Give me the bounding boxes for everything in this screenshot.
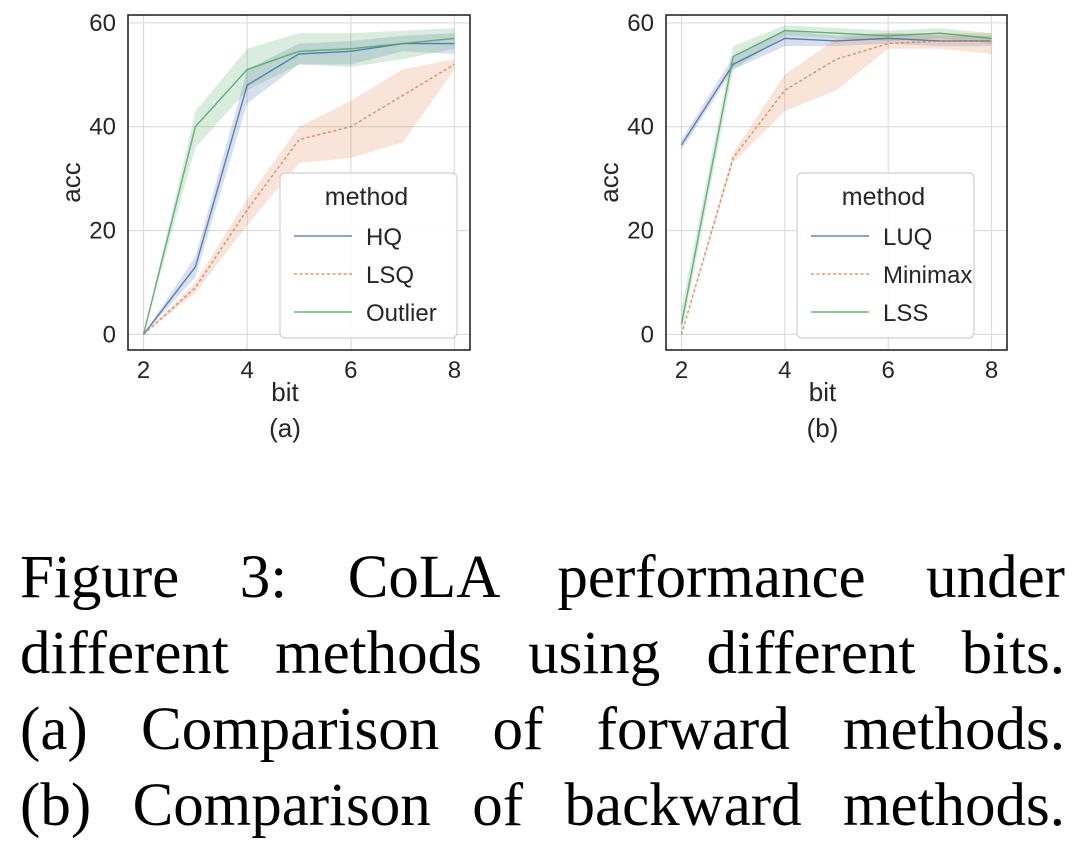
x-tick-label-4: 4 [778, 357, 791, 384]
y-tick-label-20: 20 [89, 218, 116, 245]
x-axis-label: bit [271, 377, 299, 407]
figure-caption: Figure 3: CoLA performance under differe… [20, 540, 1065, 844]
y-tick-label-0: 0 [103, 321, 116, 348]
legend-label-lsq: LSQ [366, 262, 414, 289]
legend-title: method [842, 183, 925, 211]
y-tick-label-60: 60 [627, 10, 654, 37]
y-tick-label-60: 60 [89, 10, 116, 37]
legend: method LUQ Minimax LSS [796, 172, 975, 339]
x-axis-label: bit [809, 377, 837, 407]
legend-label-luq: LUQ [883, 224, 932, 251]
x-tick-label-4: 4 [241, 357, 254, 384]
series-line-lss [680, 29, 992, 325]
confidence-band-lsq [143, 59, 455, 335]
chart-panel-b: 2 4 6 8 0 20 40 60 bit (b) acc method LUQ Minimax LSS [594, 10, 1008, 443]
plot-frame [665, 14, 1008, 351]
legend-box [279, 172, 458, 339]
y-axis-label: acc [56, 162, 86, 202]
x-tick-label-6: 6 [881, 357, 894, 384]
caption-line-2: different methods using different bits. [20, 620, 1065, 687]
y-axis-label: acc [594, 162, 624, 202]
y-tick-label-40: 40 [89, 114, 116, 141]
legend-label-outlier: Outlier [366, 300, 437, 327]
legend-label-lss: LSS [883, 300, 928, 327]
legend-label-hq: HQ [366, 224, 402, 251]
x-tick-label-8: 8 [985, 357, 998, 384]
series-line-outlier [142, 37, 455, 335]
confidence-band-luq [681, 30, 992, 151]
confidence-band-outlier [143, 27, 455, 335]
y-tick-label-20: 20 [627, 218, 654, 245]
legend-label-minimax: Minimax [883, 262, 972, 289]
legend-box [796, 172, 975, 339]
panel-label: (b) [807, 413, 839, 443]
caption-line-4: (b) Comparison of backward methods. [20, 772, 1065, 839]
series-line-lsq [143, 63, 455, 335]
y-tick-label-0: 0 [641, 321, 654, 348]
series-line-minimax [680, 40, 992, 335]
panel-label: (a) [269, 413, 301, 443]
x-tick-label-6: 6 [344, 357, 357, 384]
plot-frame [127, 14, 471, 351]
legend: method HQ LSQ Outlier [279, 172, 458, 339]
x-tick-label-2: 2 [137, 357, 150, 384]
x-tick-label-2: 2 [675, 357, 688, 384]
caption-line-1: Figure 3: CoLA performance under [20, 544, 1065, 611]
y-tick-label-40: 40 [627, 114, 654, 141]
legend-title: method [325, 183, 408, 211]
chart-panel-a: 2 4 6 8 0 20 40 60 bit (a) acc method HQ LSQ Outlier [56, 10, 471, 443]
x-tick-label-8: 8 [448, 357, 461, 384]
caption-line-3: (a) Comparison of forward methods. [20, 696, 1065, 763]
